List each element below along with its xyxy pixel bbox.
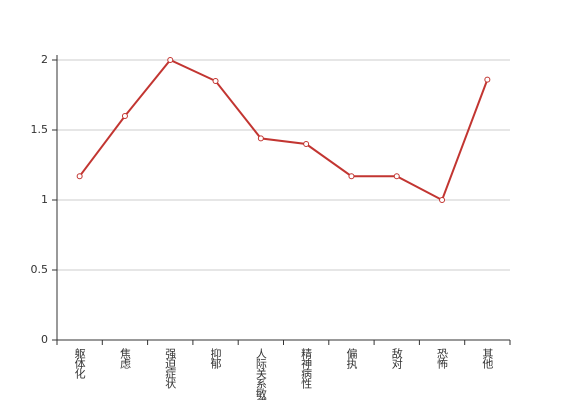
point bbox=[484, 76, 491, 83]
point bbox=[348, 173, 355, 180]
point bbox=[121, 113, 128, 119]
x-tick-label: 恐怖 bbox=[436, 348, 449, 369]
x-tick-label: 抑郁 bbox=[209, 347, 222, 369]
x-tick-label: 焦虑 bbox=[118, 348, 131, 369]
point bbox=[167, 57, 174, 63]
y-tick-label: 1.5 bbox=[31, 123, 49, 136]
line bbox=[78, 58, 489, 202]
x-tick-label: 强迫症状 bbox=[164, 348, 177, 389]
point bbox=[257, 135, 264, 142]
point bbox=[212, 78, 219, 84]
y-tick-label: 1 bbox=[41, 193, 48, 206]
point bbox=[303, 141, 310, 147]
x-tick-label: 精神病性 bbox=[300, 348, 313, 390]
point bbox=[76, 173, 83, 180]
point bbox=[439, 197, 446, 203]
x-tick-label: 其他 bbox=[481, 348, 494, 369]
y-tick-label: 2 bbox=[41, 53, 48, 66]
x-tick-label: 偏执 bbox=[345, 347, 358, 370]
y-tick-label: 0 bbox=[41, 333, 48, 346]
y-tick-label: 0.5 bbox=[31, 263, 49, 276]
x-tick-label: 躯体化 bbox=[73, 348, 86, 380]
x-tick-label: 敌对 bbox=[390, 347, 403, 369]
point bbox=[393, 173, 400, 180]
x-tick-label: 人际关系敏感 bbox=[254, 348, 267, 400]
